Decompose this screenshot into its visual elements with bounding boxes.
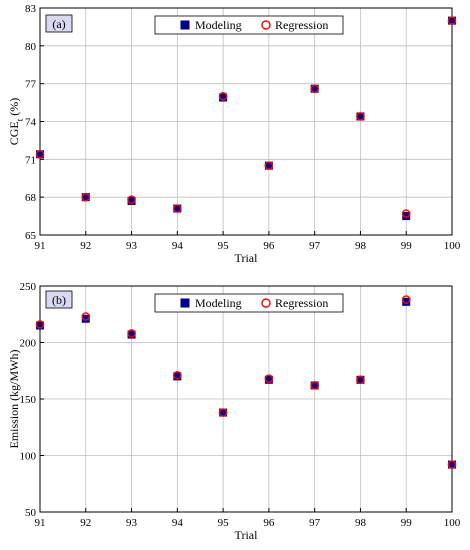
x-axis-title: Trial [235,251,259,265]
y-axis-title: Emission (kg/MWh) [7,350,21,449]
x-tick-label: 97 [309,517,321,529]
y-axis-title-unit: (%) [7,98,21,116]
y-tick-label: 250 [20,281,37,293]
legend-marker-modeling [180,20,190,30]
chart-panel-a: 65 68 71 74 77 80 83 91 92 93 94 95 96 97 98 99 100 Trial… [7,3,461,265]
legend-label-modeling: Modeling [195,296,242,310]
regression-point [447,16,457,25]
x-tick-label: 96 [263,517,275,529]
x-tick-label: 91 [35,517,46,529]
regression-point [173,370,182,380]
x-tick-label: 99 [401,517,413,529]
x-tick-label: 96 [263,240,275,252]
x-tick-label: 92 [80,517,91,529]
x-tick-label: 98 [355,240,367,252]
panel-label: (b) [52,293,66,307]
y-tick-label: 71 [25,154,36,166]
y-tick-label: 50 [25,507,37,519]
x-tick-label: 97 [309,240,321,252]
panel-label-box [45,290,73,309]
regression-point [401,209,411,218]
legend-box [154,293,344,313]
y-axis-title: CGEt(%) [7,98,25,146]
regression-point [356,112,365,121]
regression-point [35,149,45,159]
regression-point [356,375,365,385]
panel-label-box [45,14,73,33]
y-tick-label: 100 [20,451,37,463]
y-tick-label: 77 [25,79,37,91]
regression-point [264,374,274,383]
legend-label-modeling: Modeling [195,18,242,32]
legend: Modeling Regression [154,293,344,313]
regression-point [447,460,457,469]
chart-panel-b: 50 100 150 200 250 91 92 93 94 95 96 97 98 99 100 Trial… [7,281,461,542]
legend-label-regression: Regression [275,296,328,310]
regression-point [310,381,319,390]
panel-label: (a) [52,17,65,31]
regression-point [173,204,182,213]
regression-point [401,295,411,304]
y-tick-label: 80 [25,41,37,53]
regression-point [81,312,91,321]
x-tick-label: 100 [444,517,461,529]
regression-point [127,329,136,338]
y-tick-label: 68 [25,192,37,204]
x-tick-label: 93 [126,240,138,252]
legend-label-regression: Regression [275,18,328,32]
regression-point [218,91,228,101]
regression-point [310,84,319,94]
legend-marker-regression [261,298,271,308]
y-tick-label: 74 [25,117,37,129]
x-tick-label: 92 [80,240,91,252]
legend-marker-regression [261,20,271,30]
x-tick-label: 98 [355,517,367,529]
x-tick-label: 95 [218,517,230,529]
y-axis-title-subscript: t [15,118,25,121]
legend: Modeling Regression [154,15,344,35]
y-tick-label: 83 [25,3,37,15]
x-axis-title: Trial [235,528,259,542]
y-tick-label: 200 [20,338,37,350]
legend-marker-modeling [180,298,190,308]
y-tick-label: 150 [20,394,37,406]
x-tick-label: 99 [401,240,413,252]
regression-point [218,408,228,417]
legend-box [154,15,344,35]
x-tick-label: 94 [172,517,184,529]
modeling-point [402,212,411,221]
x-tick-label: 94 [172,240,184,252]
y-tick-label: 65 [25,230,37,242]
regression-point [35,320,45,329]
x-tick-label: 91 [35,240,46,252]
x-tick-label: 93 [126,517,138,529]
regression-point [127,195,136,204]
x-tick-label: 95 [218,240,230,252]
x-tick-label: 100 [444,240,461,252]
regression-point [81,192,91,202]
regression-point [264,161,274,170]
